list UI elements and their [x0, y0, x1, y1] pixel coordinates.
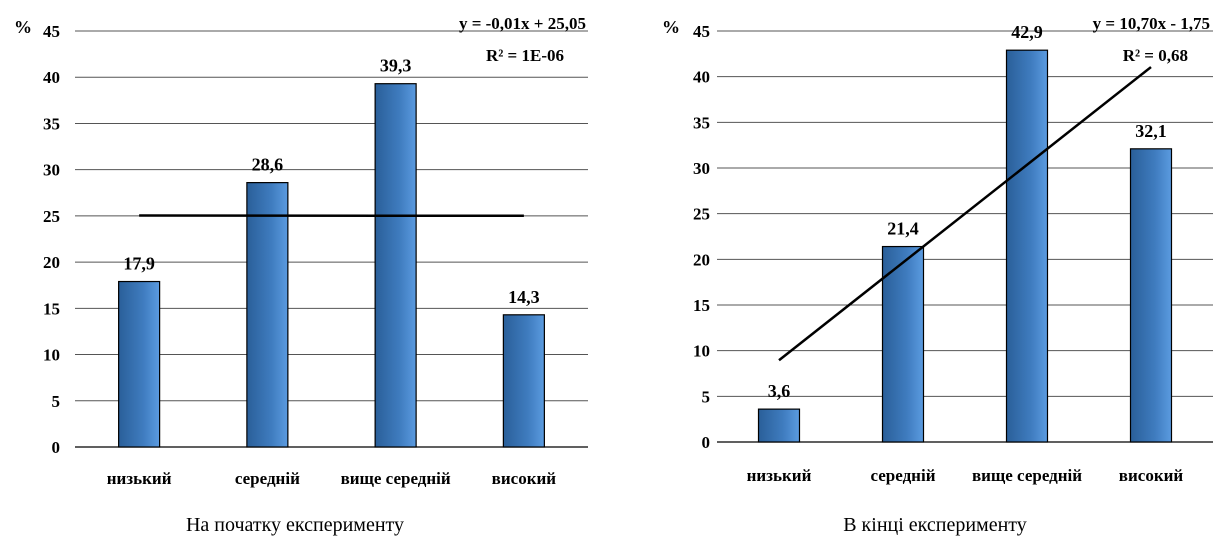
bar — [118, 280, 161, 448]
chart-2: 0 5 10 15 20 25 30 35 40 45% 3,6 низький 21,4 середні… — [662, 14, 1213, 536]
y-tick-label: 25 — [693, 205, 710, 224]
y-tick-label: 45 — [693, 22, 710, 41]
data-label: 39,3 — [380, 56, 412, 76]
y-tick-label: 45 — [43, 22, 60, 41]
trendline — [778, 66, 1152, 362]
y-tick-label: 40 — [693, 68, 710, 87]
category-label: низький — [107, 469, 172, 488]
y-tick-label: 15 — [693, 296, 710, 315]
trendline-r-squared: R² = 0,68 — [1123, 46, 1188, 65]
category-label: високий — [1119, 466, 1184, 485]
y-tick-label: 5 — [702, 387, 711, 406]
category-label: високий — [492, 469, 557, 488]
y-tick-label: 10 — [43, 346, 60, 365]
bar — [502, 314, 545, 448]
data-label: 14,3 — [508, 287, 540, 307]
category-label: вище середній — [972, 466, 1082, 485]
category-label: середній — [235, 469, 300, 488]
trendline-r-squared: R² = 1E-06 — [486, 46, 564, 65]
data-label: 17,9 — [123, 254, 155, 274]
y-unit-label: % — [662, 17, 680, 37]
y-tick-label: 0 — [702, 433, 711, 452]
category-label: середній — [871, 466, 936, 485]
y-tick-label: 20 — [693, 250, 710, 269]
y-tick-label: 15 — [43, 299, 60, 318]
data-label: 21,4 — [887, 219, 919, 239]
trendline-equation: y = 10,70x - 1,75 — [1093, 14, 1210, 33]
data-label: 42,9 — [1011, 22, 1043, 42]
data-label: 32,1 — [1135, 121, 1167, 141]
y-tick-label: 0 — [52, 438, 61, 457]
chart-1: 0 5 10 15 20 25 30 35 40 45% 17,9 низький 28,6 середн… — [14, 14, 588, 536]
y-tick-label: 25 — [43, 207, 60, 226]
bar — [881, 245, 925, 443]
trendline-equation: y = -0,01x + 25,05 — [459, 14, 586, 33]
chart-caption: На початку експерименту — [186, 514, 404, 536]
bar — [1129, 148, 1173, 443]
bar — [374, 83, 417, 448]
category-label: вище середній — [341, 469, 451, 488]
y-tick-label: 35 — [693, 113, 710, 132]
bar — [1005, 49, 1049, 443]
y-tick-label: 30 — [693, 159, 710, 178]
y-tick-label: 40 — [43, 68, 60, 87]
data-label: 3,6 — [768, 381, 791, 401]
y-tick-label: 20 — [43, 253, 60, 272]
data-label: 28,6 — [252, 155, 284, 175]
y-unit-label: % — [14, 17, 32, 37]
y-tick-label: 30 — [43, 161, 60, 180]
category-label: низький — [747, 466, 812, 485]
y-tick-label: 10 — [693, 342, 710, 361]
y-tick-label: 5 — [52, 392, 61, 411]
y-tick-label: 35 — [43, 114, 60, 133]
chart-caption: В кінці експерименту — [843, 514, 1027, 536]
bar — [246, 182, 289, 448]
bar — [757, 408, 801, 443]
